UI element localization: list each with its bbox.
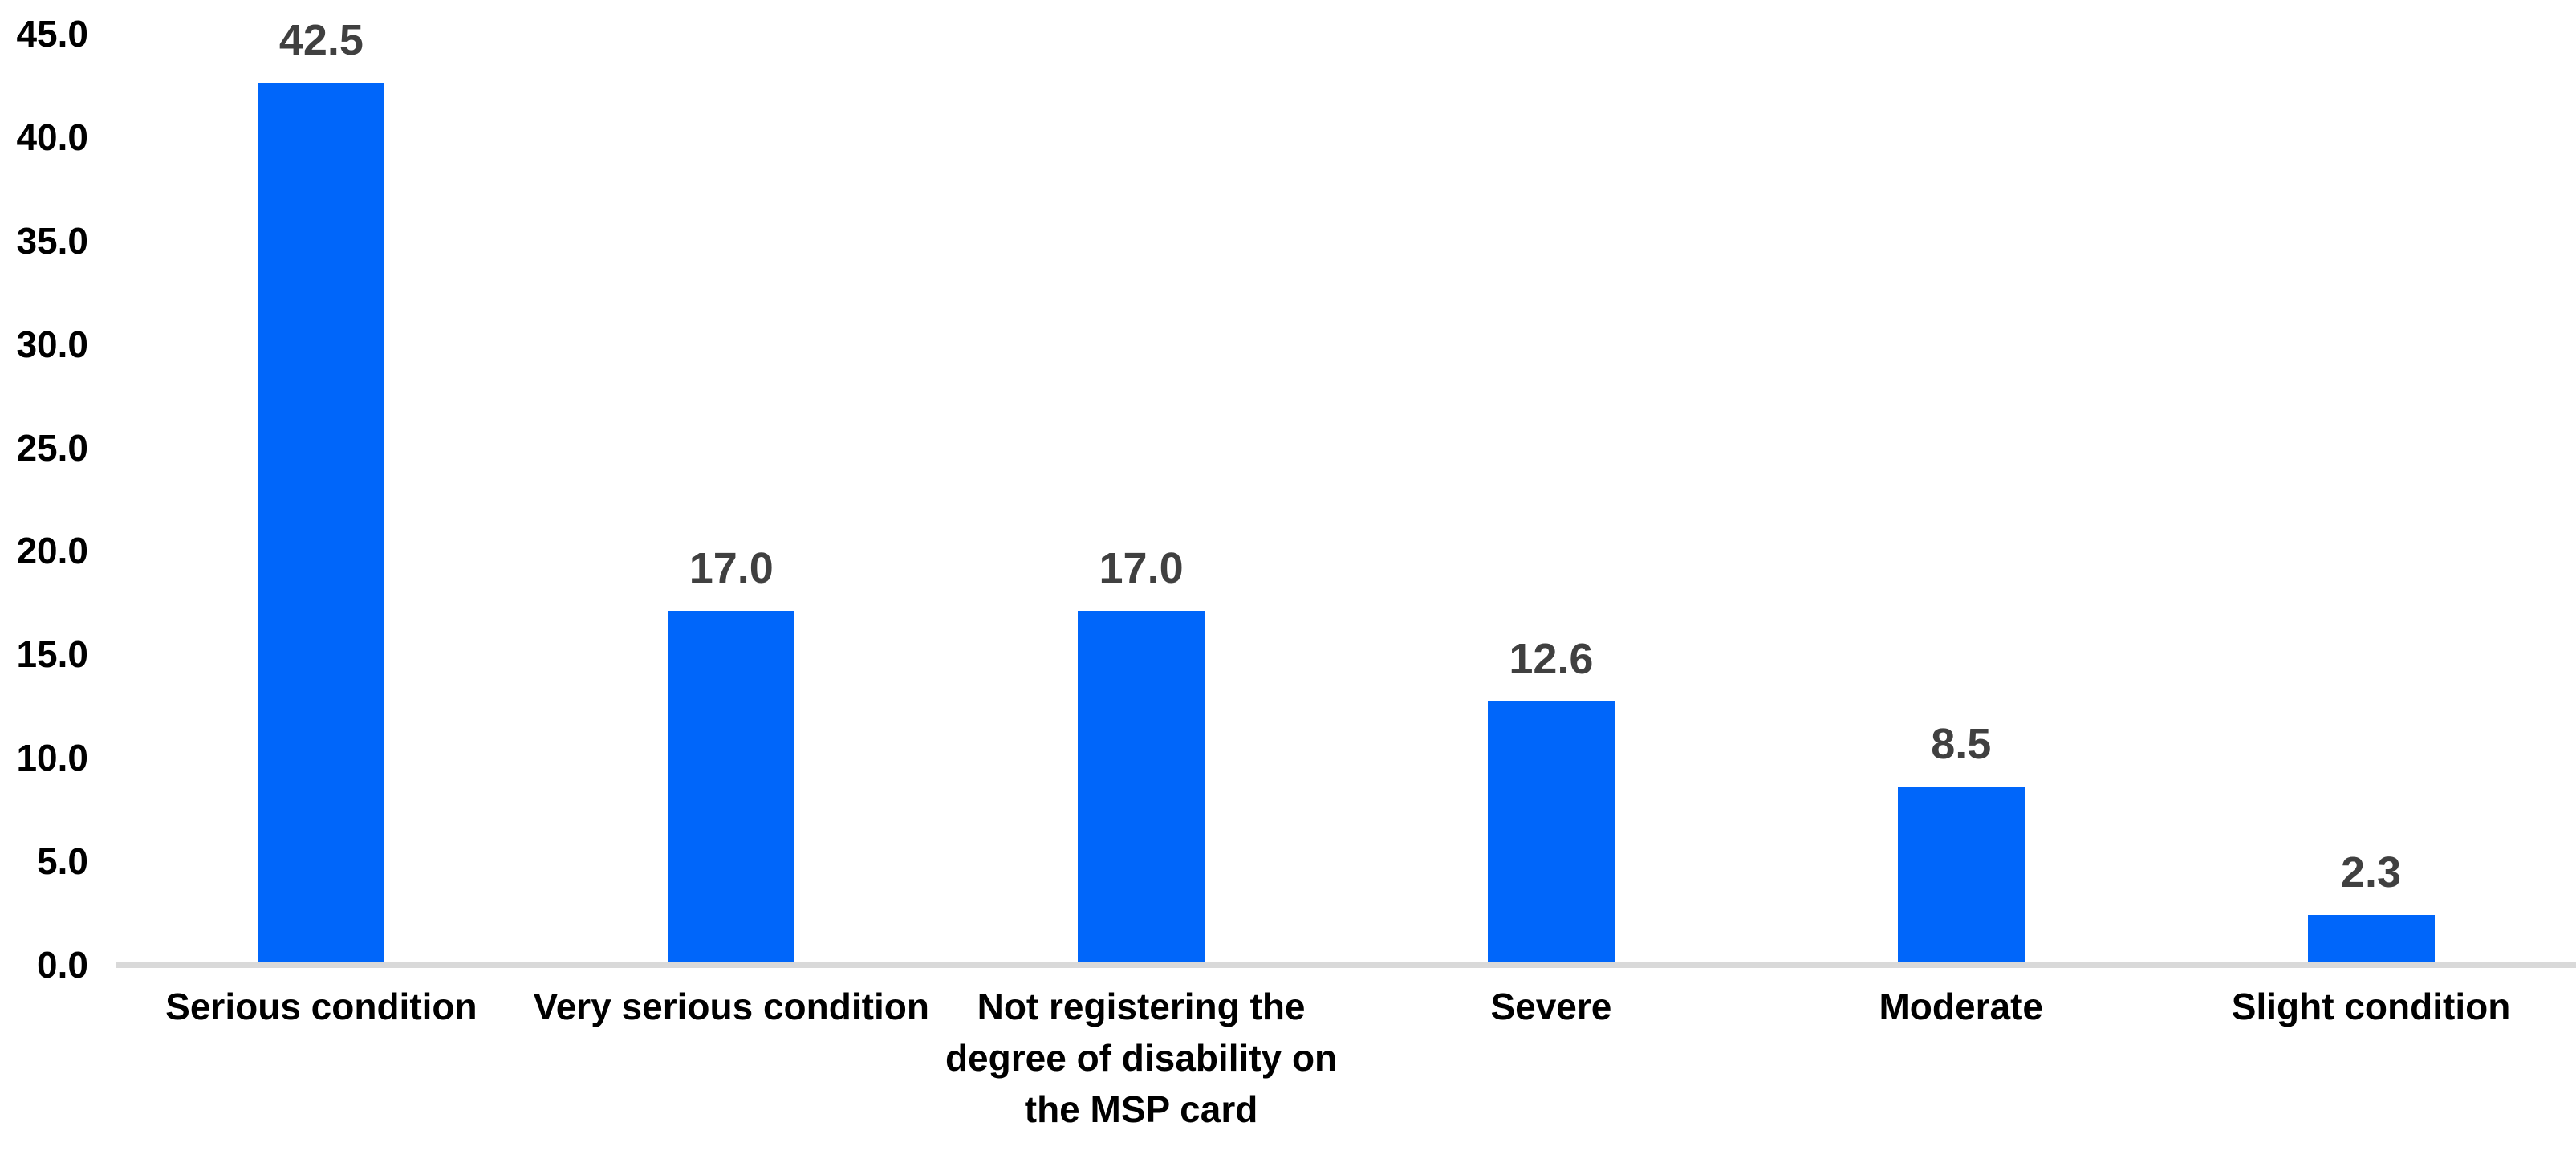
y-axis-tick-label: 10.0 bbox=[16, 737, 88, 779]
category-slot: Moderate bbox=[1756, 981, 2166, 1032]
bar bbox=[258, 83, 385, 962]
category-label: Serious condition bbox=[165, 986, 477, 1027]
category-label: Severe bbox=[1490, 986, 1612, 1027]
category-label: Moderate bbox=[1879, 986, 2043, 1027]
bar-group: 8.5 bbox=[1756, 0, 2166, 962]
bar-group: 2.3 bbox=[2166, 0, 2576, 962]
y-axis-tick-label: 45.0 bbox=[16, 13, 88, 55]
category-slot: Very serious condition bbox=[526, 981, 937, 1032]
y-axis-tick-label: 25.0 bbox=[16, 426, 88, 469]
y-axis-tick-label: 30.0 bbox=[16, 323, 88, 365]
category-slot: Severe bbox=[1346, 981, 1756, 1032]
x-axis-line bbox=[116, 962, 2576, 968]
bar bbox=[2307, 914, 2435, 962]
plot-area: 42.5 17.0 17.0 12.6 8.5 2.3 bbox=[116, 0, 2576, 962]
y-axis-tick-label: 5.0 bbox=[37, 840, 88, 883]
bar-value-label: 8.5 bbox=[1931, 719, 1992, 768]
bar-value-label: 2.3 bbox=[2341, 848, 2402, 897]
bar bbox=[1078, 610, 1205, 962]
category-slot: Slight condition bbox=[2166, 981, 2576, 1032]
bar-value-label: 17.0 bbox=[1099, 543, 1184, 592]
category-label: Very serious condition bbox=[533, 986, 929, 1027]
bar-group: 17.0 bbox=[526, 0, 937, 962]
bar-value-label: 12.6 bbox=[1509, 635, 1594, 684]
y-axis-tick-label: 20.0 bbox=[16, 530, 88, 572]
category-label: Not registering the degree of disability… bbox=[945, 986, 1338, 1130]
bar-group: 42.5 bbox=[116, 0, 526, 962]
y-axis-tick-label: 0.0 bbox=[37, 944, 88, 986]
category-slot: Serious condition bbox=[116, 981, 526, 1032]
bar-value-label: 17.0 bbox=[689, 543, 774, 592]
category-slot: Not registering the degree of disability… bbox=[937, 981, 1347, 1135]
y-axis-tick-label: 35.0 bbox=[16, 219, 88, 262]
bar bbox=[1897, 786, 2025, 962]
bar bbox=[1487, 701, 1615, 962]
category-axis: Serious condition Very serious condition… bbox=[116, 981, 2576, 1135]
y-axis-tick-label: 40.0 bbox=[16, 116, 88, 158]
bar-value-label: 42.5 bbox=[278, 16, 364, 65]
y-axis-tick-label: 15.0 bbox=[16, 633, 88, 676]
bar-group: 12.6 bbox=[1346, 0, 1756, 962]
bar-group: 17.0 bbox=[937, 0, 1347, 962]
bar bbox=[668, 610, 795, 962]
category-label: Slight condition bbox=[2231, 986, 2511, 1027]
